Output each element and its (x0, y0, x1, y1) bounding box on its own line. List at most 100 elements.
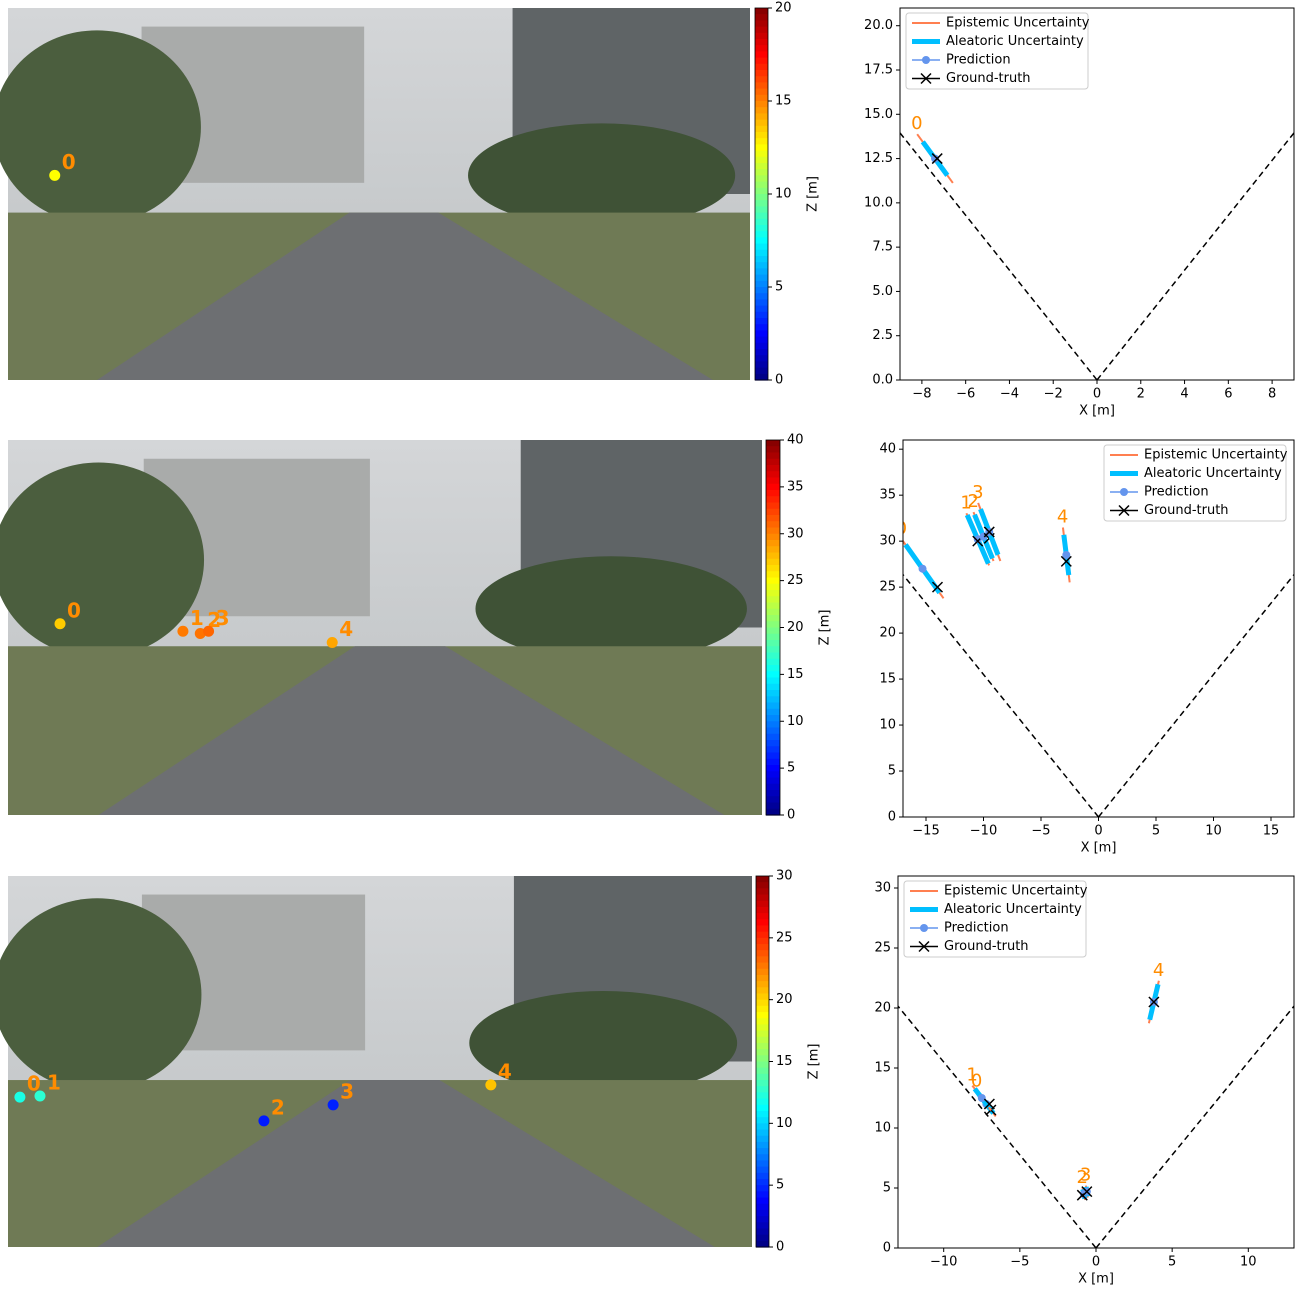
image-point-label: 4 (339, 617, 353, 641)
colorbar-segment (755, 287, 768, 294)
y-tick-label: 20 (879, 626, 896, 641)
colorbar-segment (766, 777, 780, 785)
colorbar-segment (756, 1197, 769, 1205)
colorbar-segment (756, 888, 769, 896)
colorbar-segment (766, 802, 780, 810)
y-tick-label: 20.0 (864, 18, 893, 33)
colorbar-segment (755, 57, 768, 65)
colorbar-segment (766, 752, 780, 760)
colorbar-segment (755, 169, 768, 176)
colorbar-segment (755, 101, 768, 108)
colorbar-segment (766, 471, 780, 479)
x-tick-label: −10 (970, 824, 997, 839)
x-tick-label: −15 (912, 824, 939, 839)
colorbar-segment (756, 981, 769, 988)
colorbar-segment (766, 783, 780, 791)
legend: Epistemic Uncertainty Aleatoric Uncertain… (903, 880, 1088, 958)
colorbar-segment (755, 20, 768, 28)
legend-label: Prediction (1144, 485, 1209, 500)
road (97, 1080, 715, 1247)
x-tick-label: −4 (1000, 387, 1019, 402)
y-tick-label: 0 (883, 1241, 891, 1256)
x-tick-label: 0 (1093, 387, 1101, 402)
trees (0, 462, 205, 658)
image-point (258, 1115, 270, 1127)
y-tick-label: 5 (883, 1181, 891, 1196)
y-tick-label: 10 (879, 718, 896, 733)
colorbar-segment (766, 502, 780, 510)
x-tick-label: 6 (1224, 387, 1232, 402)
colorbar-segment (766, 540, 780, 547)
x-tick-label: −10 (930, 1255, 957, 1270)
legend-marker (922, 56, 930, 64)
colorbar-segment (755, 8, 768, 15)
colorbar-segment (755, 200, 768, 207)
colorbar-segment (756, 1117, 769, 1124)
y-tick-label: 30 (874, 881, 891, 896)
legend-label: Epistemic Uncertainty (946, 16, 1090, 31)
colorbar-segment (755, 70, 768, 77)
trees (469, 991, 738, 1095)
colorbar-segment (756, 1036, 769, 1044)
image-point (49, 169, 61, 181)
colorbar-segment (756, 900, 769, 908)
colorbar-segment (766, 452, 780, 460)
image-point-label: 2 (271, 1095, 285, 1119)
colorbar-segment (766, 746, 780, 754)
object-label: 4 (1057, 506, 1068, 527)
y-tick-label: 10 (874, 1121, 891, 1136)
legend-frame (903, 880, 1087, 958)
x-tick-label: 2 (1137, 387, 1145, 402)
image-point (194, 628, 206, 639)
fov-line (1097, 573, 1294, 817)
colorbar-segment (755, 88, 768, 96)
colorbar-segment (766, 590, 780, 597)
object-label: 0 (971, 1071, 982, 1092)
colorbar-segment (756, 925, 769, 933)
image-point (177, 625, 189, 637)
colorbar-segment (756, 1073, 769, 1081)
colorbar-segment (766, 671, 780, 679)
colorbar-segment (766, 696, 780, 704)
legend: Epistemic Uncertainty Aleatoric Uncertain… (905, 12, 1090, 90)
colorbar-tick-label: 5 (776, 1178, 784, 1193)
colorbar-tick-label: 20 (775, 1, 792, 16)
image-point-label: 2 (207, 608, 221, 632)
colorbar-segment (755, 138, 768, 145)
colorbar-segment (755, 342, 768, 350)
x-tick-label: 8 (1268, 387, 1276, 402)
x-axis-label: X [m] (1079, 404, 1115, 419)
colorbar-segment (755, 305, 768, 313)
ground-truth (983, 1098, 995, 1110)
colorbar-label: Z [m] (807, 1044, 822, 1080)
colorbar-segment (756, 1191, 769, 1199)
trees (475, 556, 747, 662)
ground-truth (931, 581, 944, 593)
colorbar-tick-label: 20 (776, 992, 793, 1007)
colorbar-segment (755, 144, 768, 152)
legend-label: Aleatoric Uncertainty (1144, 466, 1282, 481)
colorbar-segment (756, 1005, 769, 1013)
prediction (1062, 550, 1071, 559)
colorbar-segment (766, 552, 780, 560)
colorbar-segment (766, 690, 780, 697)
colorbar-segment (756, 968, 769, 976)
colorbar-segment (766, 602, 780, 610)
colorbar-segment (766, 558, 780, 566)
colorbar-segment (756, 1067, 769, 1075)
y-tick-label: 17.5 (864, 63, 893, 78)
x-tick-label: 15 (1263, 824, 1280, 839)
colorbar-segment (766, 477, 780, 485)
fov-line (898, 1005, 1097, 1248)
colorbar-segment (755, 94, 768, 102)
colorbar-segment (755, 355, 768, 362)
camera-image (0, 8, 750, 380)
y-tick-label: 12.5 (864, 151, 893, 166)
ground-truth (1148, 996, 1160, 1008)
colorbar-segment (766, 515, 780, 522)
colorbar-segment (766, 715, 780, 722)
x-tick-label: 0 (1092, 1255, 1100, 1270)
colorbar-segment (766, 596, 780, 604)
colorbar-segment (756, 1092, 769, 1100)
